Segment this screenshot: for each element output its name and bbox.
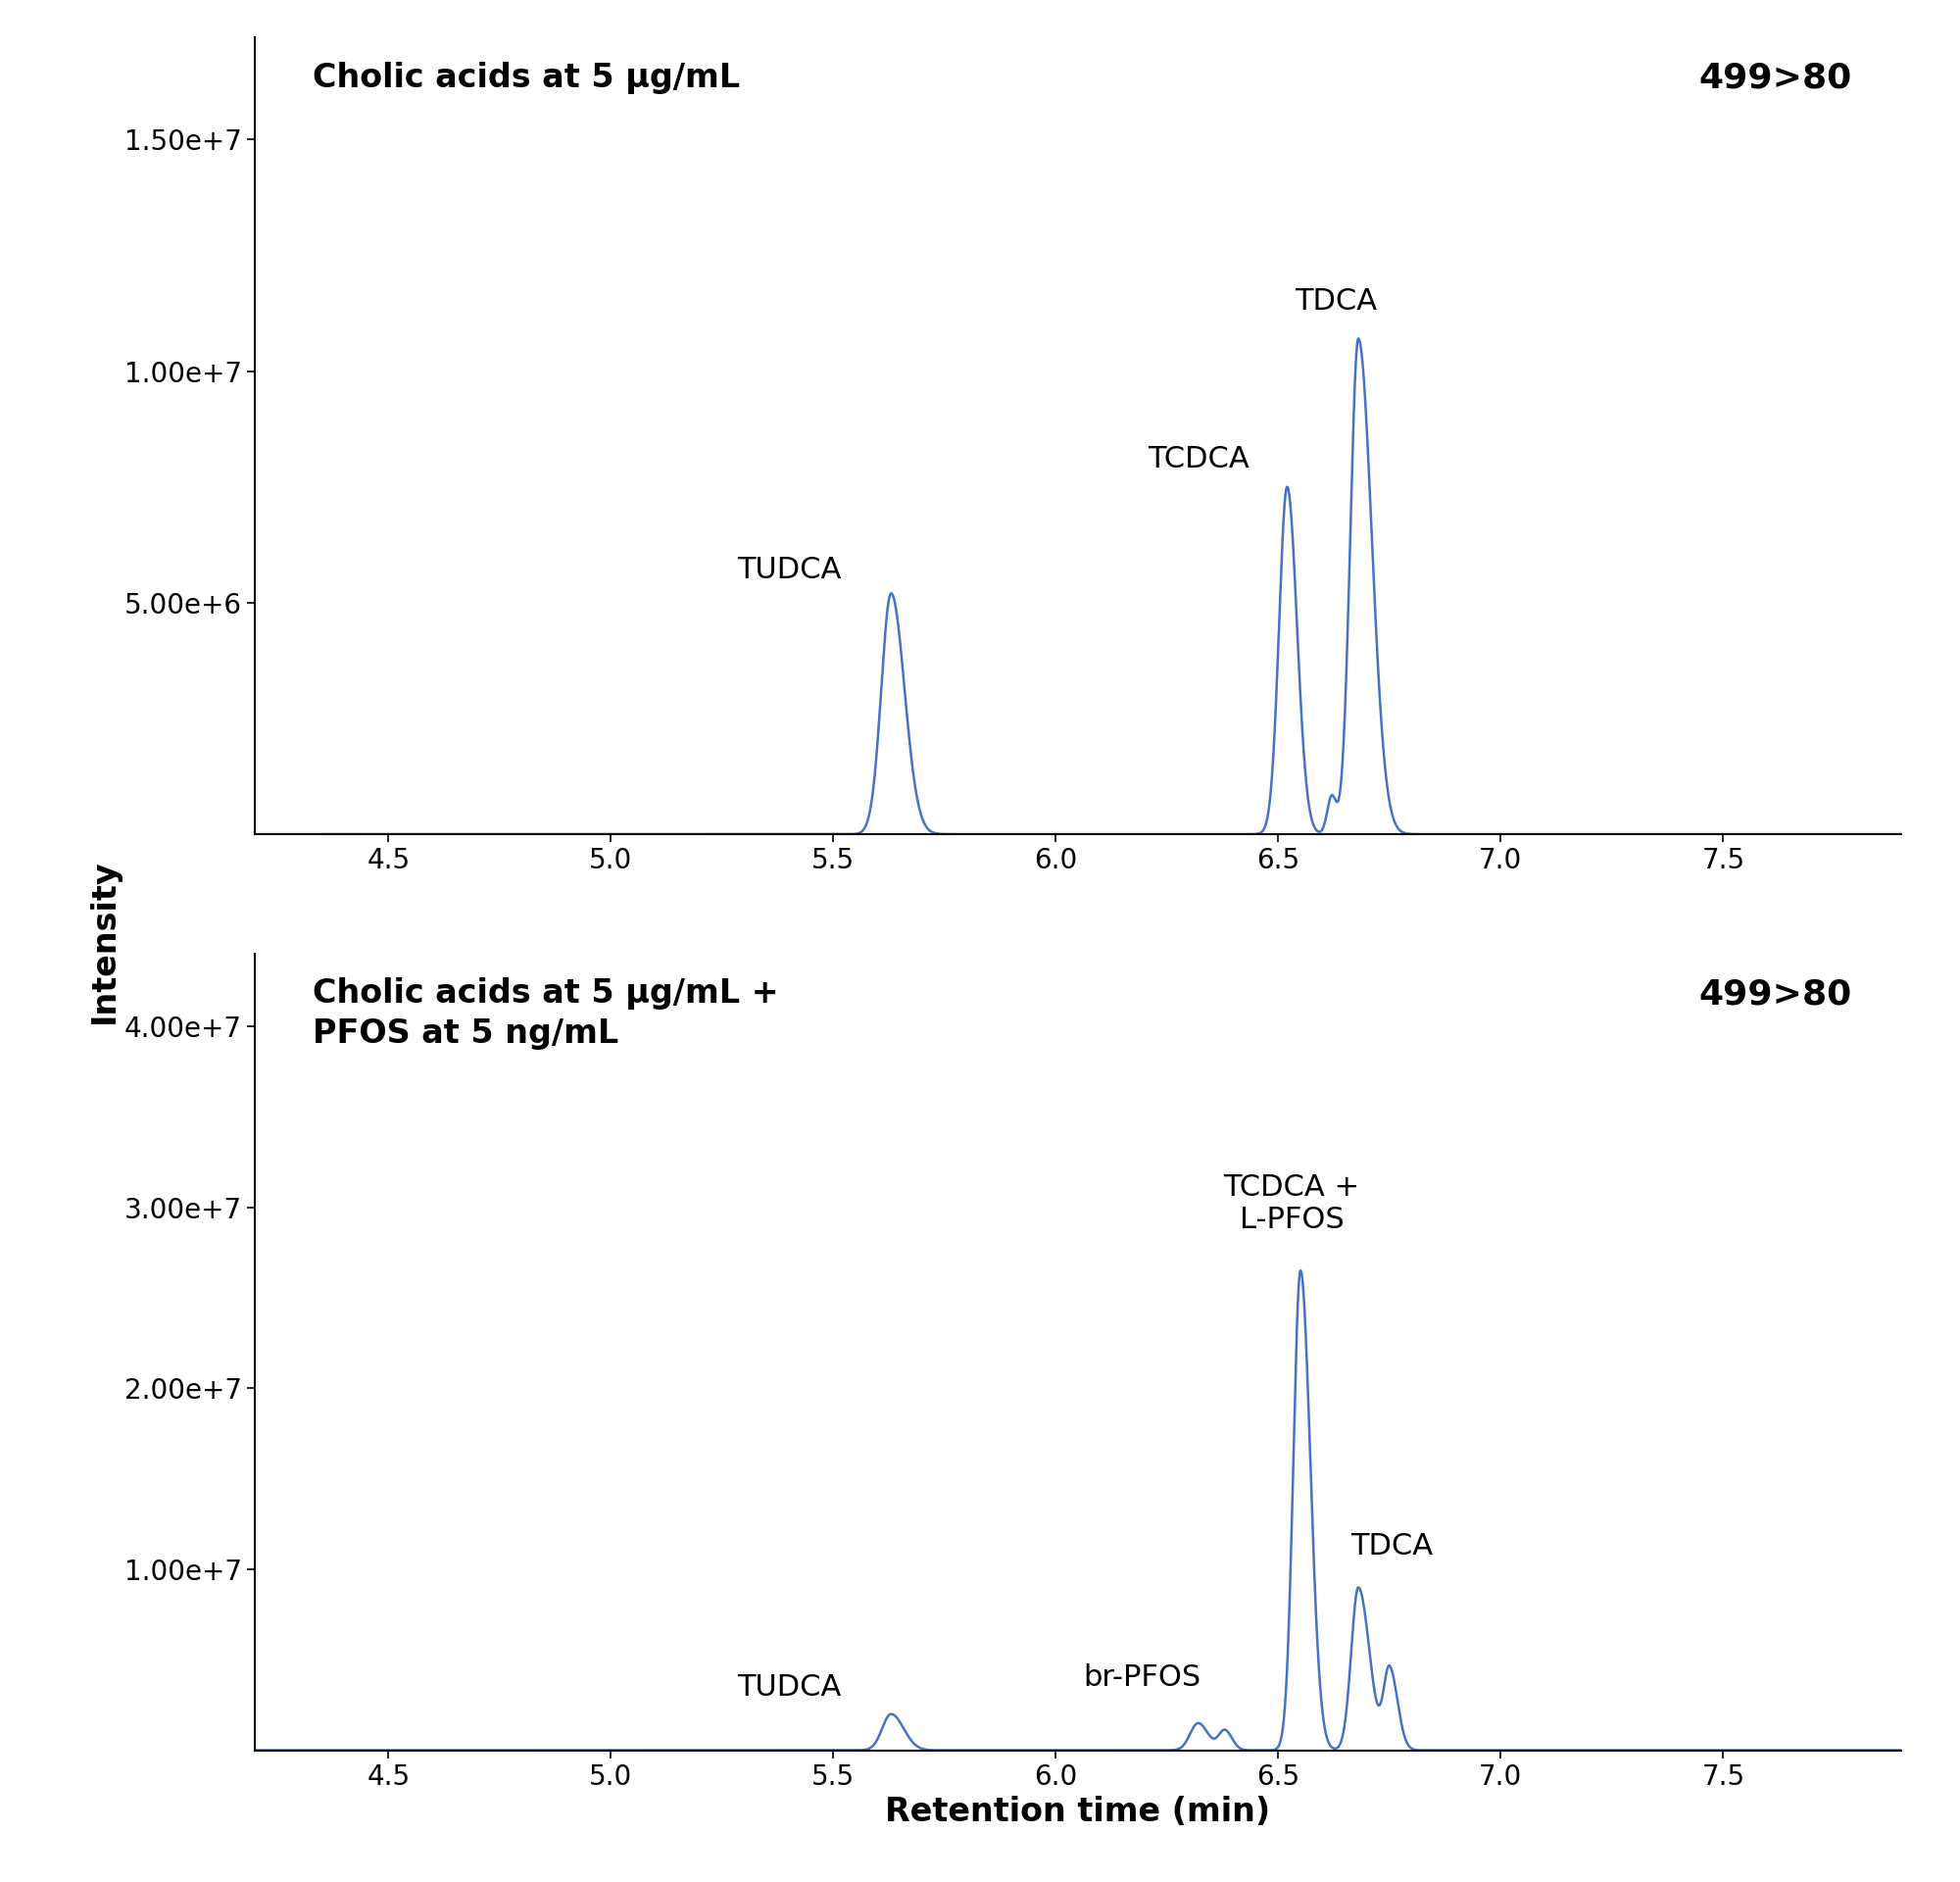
Text: TUDCA: TUDCA	[737, 1673, 841, 1701]
Text: Cholic acids at 5 μg/mL +
PFOS at 5 ng/mL: Cholic acids at 5 μg/mL + PFOS at 5 ng/m…	[312, 977, 778, 1050]
Text: TDCA: TDCA	[1350, 1532, 1433, 1560]
Text: 499>80: 499>80	[1699, 977, 1852, 1011]
Text: 499>80: 499>80	[1699, 62, 1852, 94]
Text: Cholic acids at 5 μg/mL: Cholic acids at 5 μg/mL	[312, 62, 739, 94]
X-axis label: Retention time (min): Retention time (min)	[886, 1795, 1270, 1829]
Text: br-PFOS: br-PFOS	[1084, 1664, 1201, 1692]
Text: TCDCA: TCDCA	[1147, 444, 1249, 472]
Text: TCDCA +
L-PFOS: TCDCA + L-PFOS	[1223, 1172, 1360, 1235]
Text: TUDCA: TUDCA	[737, 555, 841, 583]
Text: TDCA: TDCA	[1296, 288, 1378, 316]
Text: Intensity: Intensity	[88, 858, 122, 1024]
